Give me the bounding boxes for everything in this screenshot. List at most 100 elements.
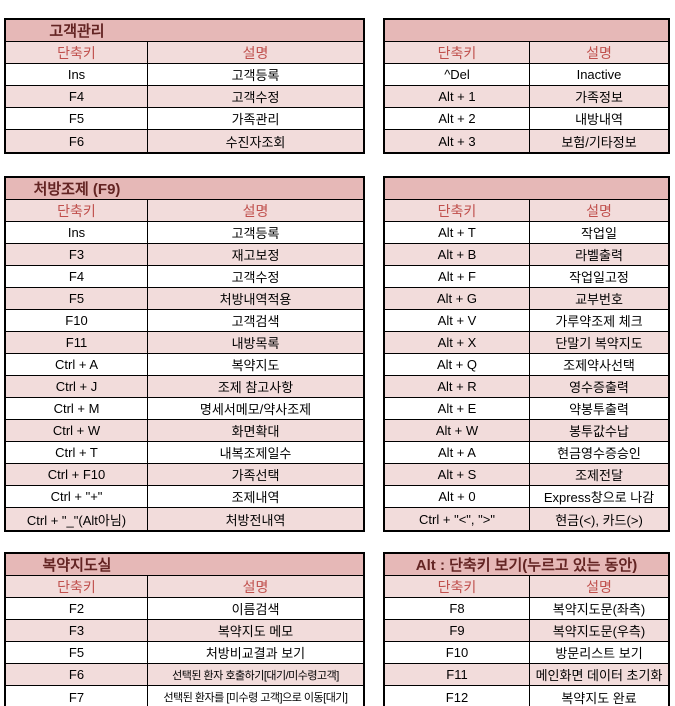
shortcut-key-cell: Alt + 1	[385, 86, 530, 107]
description-cell: 현금영수증승인	[557, 446, 641, 461]
description-cell: Express창으로 나감	[543, 490, 655, 505]
table-row: F4 고객수정	[6, 266, 363, 288]
table-row: Ctrl + W 화면확대	[6, 420, 363, 442]
table-row: F5 처방비교결과 보기	[6, 642, 363, 664]
table-row: F5 처방내역적용	[6, 288, 363, 310]
table-row: F6 수진자조회	[6, 130, 363, 152]
description-cell: 가족정보	[575, 90, 623, 105]
section-title-row: Alt : 단축키 보기(누르고 있는 동안)	[385, 554, 668, 576]
table-row: Alt + 0 Express창으로 나감	[385, 486, 668, 508]
shortcut-column-header: 단축키	[6, 576, 148, 597]
shortcut-key-cell: Ctrl + T	[6, 442, 148, 463]
table-row: F10 방문리스트 보기	[385, 642, 668, 664]
description-column-header: 설명	[586, 44, 612, 61]
table-row: Ctrl + J 조제 참고사항	[6, 376, 363, 398]
table-row: Alt + 1 가족정보	[385, 86, 668, 108]
shortcut-key-cell: F5	[6, 108, 148, 129]
shortcut-key-cell: Ins	[6, 222, 148, 243]
description-cell: 화면확대	[231, 424, 280, 439]
shortcut-key-cell: F10	[385, 642, 530, 663]
table-row: F6 선택된 환자 호출하기[대기/미수령고객]	[6, 664, 363, 686]
description-column-header: 설명	[586, 202, 612, 219]
shortcut-key-cell: Alt + F	[385, 266, 530, 287]
dispensing-table: 처방조제 (F9) 단축키 설명 Ins 고객등록 F3 재고보정 F4 고객수정 F5 처방…	[4, 176, 365, 532]
shortcut-key-cell: Alt + A	[385, 442, 530, 463]
description-cell: Inactive	[576, 67, 622, 82]
description-cell: 조제내역	[231, 490, 280, 505]
table-row: F3 재고보정	[6, 244, 363, 266]
shortcut-key-cell: Alt + 2	[385, 108, 530, 129]
shortcut-key-cell: Alt + E	[385, 398, 530, 419]
description-cell: 내방내역	[575, 112, 623, 127]
table-row: Alt + Q 조제약사선택	[385, 354, 668, 376]
description-cell: 고객수정	[231, 90, 280, 105]
customer-info-table: 단축키 설명 ^Del Inactive Alt + 1 가족정보 Alt + 2 내방내…	[383, 18, 670, 154]
table-row: Alt + V 가루약조제 체크	[385, 310, 668, 332]
description-cell: 고객검색	[231, 314, 280, 329]
description-cell: 처방비교결과 보기	[205, 646, 306, 661]
shortcut-key-cell: F4	[6, 266, 148, 287]
shortcut-key-cell: F9	[385, 620, 530, 641]
table-row: Alt + T 작업일	[385, 222, 668, 244]
description-cell: 이름검색	[231, 602, 280, 617]
shortcut-key-cell: Ins	[6, 64, 148, 85]
shortcut-key-cell: ^Del	[385, 64, 530, 85]
shortcut-key-cell: Ctrl + M	[6, 398, 148, 419]
table-row: Alt + E 약봉투출력	[385, 398, 668, 420]
shortcut-key-cell: F12	[385, 686, 530, 706]
table-row: Alt + A 현금영수증승인	[385, 442, 668, 464]
description-cell: 복약지도 메모	[217, 624, 294, 639]
description-cell: 복약지도	[231, 358, 280, 373]
table-header-row: 단축키 설명	[385, 200, 668, 222]
description-cell: 단말기 복약지도	[555, 336, 643, 351]
shortcut-column-header: 단축키	[6, 42, 148, 63]
description-column-header: 설명	[242, 578, 269, 595]
shortcut-key-cell: Alt + T	[385, 222, 530, 243]
shortcut-key-cell: F6	[6, 130, 148, 152]
shortcut-key-cell: Alt + G	[385, 288, 530, 309]
section-title: 복약지도실	[42, 557, 112, 574]
table-row: ^Del Inactive	[385, 64, 668, 86]
shortcut-key-cell: Ctrl + A	[6, 354, 148, 375]
table-body: Ins 고객등록 F4 고객수정 F5 가족관리 F6 수진자조회	[6, 64, 363, 152]
table-row: Ctrl + "<", ">" 현금(<), 카드(>)	[385, 508, 668, 530]
alt-hold-shortcuts-table: Alt : 단축키 보기(누르고 있는 동안) 단축키 설명 F8 복약지도문(좌…	[383, 552, 670, 706]
table-header-row: 단축키 설명	[6, 42, 363, 64]
description-cell: 조제전달	[575, 468, 623, 483]
table-row: Alt + 2 내방내역	[385, 108, 668, 130]
description-cell: 작업일고정	[569, 270, 629, 285]
table-row: Ctrl + "_"(Alt아님) 처방전내역	[6, 508, 363, 530]
table-row: F4 고객수정	[6, 86, 363, 108]
table-header-row: 단축키 설명	[385, 576, 668, 598]
shortcut-key-cell: Alt + W	[385, 420, 530, 441]
section-title: 처방조제 (F9)	[33, 181, 121, 198]
description-cell: 선택된 환자 호출하기[대기/미수령고객]	[172, 669, 339, 682]
description-cell: 라벨출력	[575, 248, 623, 263]
counseling-room-table: 복약지도실 단축키 설명 F2 이름검색 F3 복약지도 메모 F5 처방비교결과 보기 F…	[4, 552, 365, 706]
description-cell: 보험/기타정보	[561, 134, 637, 150]
description-cell: 명세서메모/약사조제	[199, 402, 312, 417]
shortcut-key-cell: Alt + 3	[385, 130, 530, 152]
section-title-row	[385, 20, 668, 42]
table-row: F9 복약지도문(우측)	[385, 620, 668, 642]
description-cell: 메인화면 데이터 초기화	[535, 668, 663, 683]
table-body: ^Del Inactive Alt + 1 가족정보 Alt + 2 내방내역 Alt + …	[385, 64, 668, 152]
description-column-header: 설명	[242, 44, 269, 61]
description-cell: 고객수정	[231, 270, 280, 285]
description-cell: 처방전내역	[225, 512, 286, 528]
table-row: F10 고객검색	[6, 310, 363, 332]
section-title: Alt : 단축키 보기(누르고 있는 동안)	[415, 557, 638, 574]
shortcut-key-cell: F3	[6, 244, 148, 265]
description-cell: 복약지도 완료	[561, 690, 637, 706]
shortcut-key-cell: F11	[6, 332, 148, 353]
shortcut-key-cell: Alt + S	[385, 464, 530, 485]
table-row: F5 가족관리	[6, 108, 363, 130]
table-header-row: 단축키 설명	[385, 42, 668, 64]
table-header-row: 단축키 설명	[6, 576, 363, 598]
table-body: F2 이름검색 F3 복약지도 메모 F5 처방비교결과 보기 F6 선택된 환자 호출하기[…	[6, 598, 363, 706]
table-row: F7 선택된 환자를 [미수령 고객]으로 이동[대기]	[6, 686, 363, 706]
table-row: F8 복약지도문(좌측)	[385, 598, 668, 620]
description-column-header: 설명	[242, 202, 269, 219]
shortcut-key-cell: Ctrl + F10	[6, 464, 148, 485]
